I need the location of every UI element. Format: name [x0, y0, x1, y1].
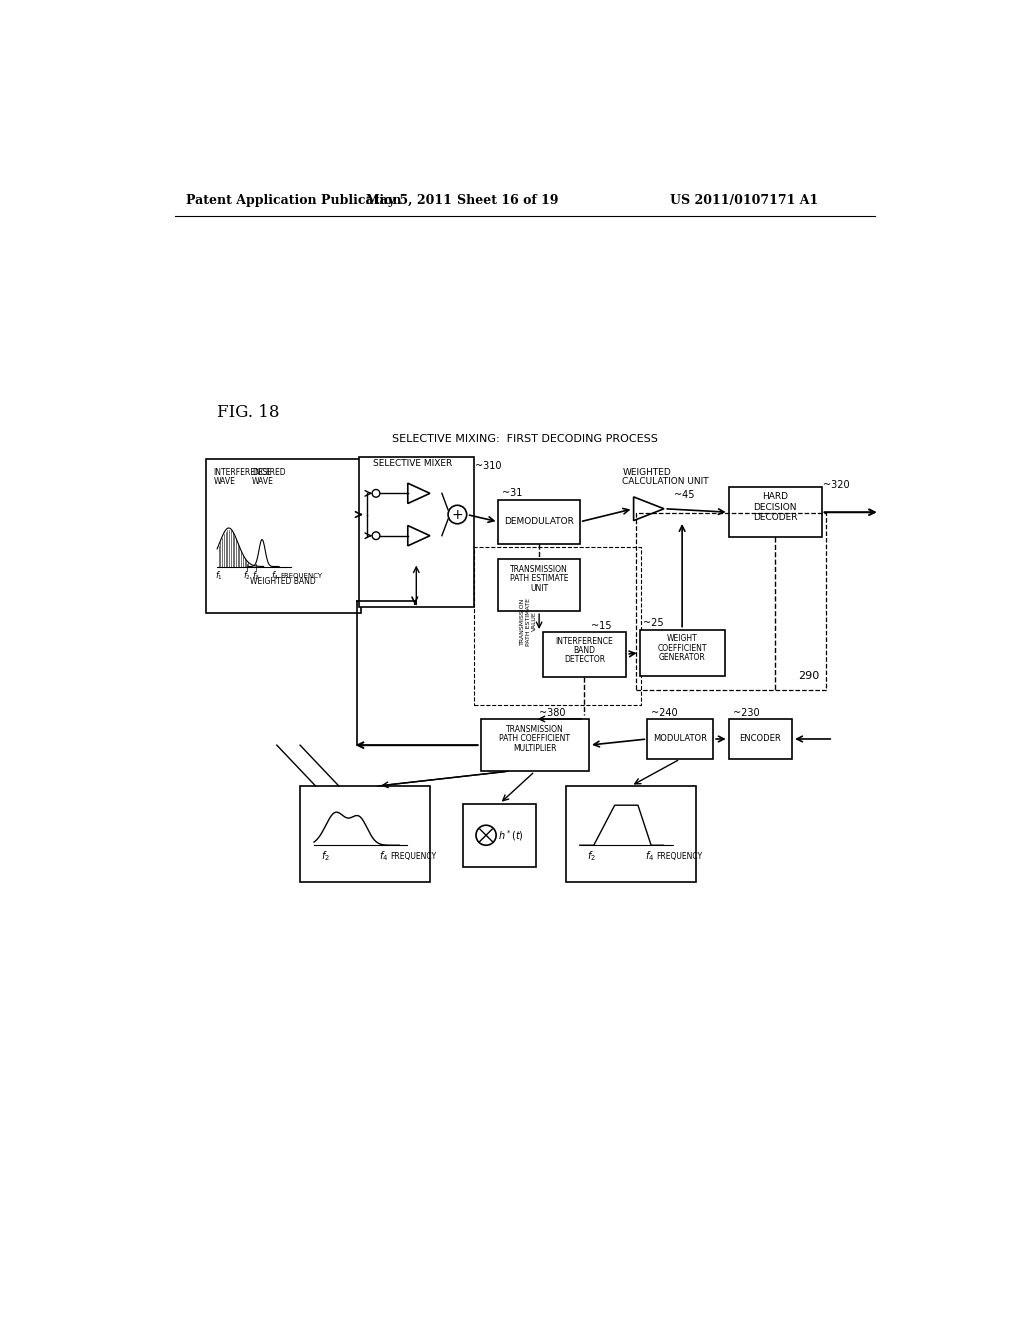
Text: FREQUENCY: FREQUENCY: [281, 573, 323, 578]
FancyBboxPatch shape: [543, 632, 627, 677]
FancyBboxPatch shape: [463, 804, 537, 867]
Text: May 5, 2011: May 5, 2011: [366, 194, 452, 207]
Text: COEFFICIENT: COEFFICIENT: [657, 644, 707, 652]
Text: TRANSMISSION: TRANSMISSION: [506, 725, 564, 734]
Text: MULTIPLIER: MULTIPLIER: [513, 743, 557, 752]
Text: TRANSMISSION: TRANSMISSION: [510, 565, 568, 574]
FancyBboxPatch shape: [300, 785, 430, 882]
Text: +: +: [452, 507, 463, 521]
Text: PATH ESTIMATE: PATH ESTIMATE: [510, 574, 568, 583]
Text: Sheet 16 of 19: Sheet 16 of 19: [457, 194, 558, 207]
Text: CALCULATION UNIT: CALCULATION UNIT: [623, 478, 709, 486]
Text: ~380: ~380: [539, 708, 565, 718]
FancyBboxPatch shape: [359, 457, 474, 607]
Text: $h^*(t)$: $h^*(t)$: [498, 828, 524, 842]
Text: Patent Application Publication: Patent Application Publication: [186, 194, 401, 207]
Text: 290: 290: [798, 671, 819, 681]
FancyBboxPatch shape: [729, 487, 821, 537]
Text: ~240: ~240: [651, 708, 678, 718]
Text: WAVE: WAVE: [213, 478, 236, 486]
Text: DEMODULATOR: DEMODULATOR: [504, 517, 574, 527]
Text: WAVE: WAVE: [252, 478, 273, 486]
Text: WEIGHTED BAND: WEIGHTED BAND: [250, 577, 315, 586]
Text: WEIGHT: WEIGHT: [667, 635, 697, 643]
FancyBboxPatch shape: [647, 719, 713, 759]
Text: ~320: ~320: [823, 480, 850, 490]
Text: ~15: ~15: [591, 620, 611, 631]
Text: FIG. 18: FIG. 18: [217, 404, 280, 421]
Text: WEIGHTED: WEIGHTED: [623, 469, 671, 477]
Text: DECODER: DECODER: [753, 513, 798, 523]
Text: ~230: ~230: [732, 708, 759, 718]
Text: PATH COEFFICIENT: PATH COEFFICIENT: [500, 734, 570, 743]
Text: ~310: ~310: [475, 462, 502, 471]
Text: BAND: BAND: [573, 645, 596, 655]
Text: HARD: HARD: [762, 492, 788, 500]
Text: UNIT: UNIT: [530, 583, 548, 593]
Text: $f_2$: $f_2$: [587, 849, 596, 863]
FancyBboxPatch shape: [729, 719, 793, 759]
Text: ~31: ~31: [503, 488, 522, 499]
Text: $f_2$: $f_2$: [243, 569, 251, 582]
Text: SELECTIVE MIXING:  FIRST DECODING PROCESS: SELECTIVE MIXING: FIRST DECODING PROCESS: [392, 434, 657, 445]
Text: FREQUENCY: FREQUENCY: [390, 851, 436, 861]
FancyBboxPatch shape: [480, 719, 589, 771]
Text: INTERFERENCE: INTERFERENCE: [213, 469, 271, 477]
Text: $f_3$: $f_3$: [252, 569, 260, 582]
Text: GENERATOR: GENERATOR: [658, 653, 706, 661]
FancyBboxPatch shape: [640, 630, 725, 676]
Text: ~25: ~25: [643, 619, 664, 628]
Text: $f_4$: $f_4$: [271, 569, 280, 582]
Text: FREQUENCY: FREQUENCY: [655, 851, 701, 861]
FancyBboxPatch shape: [499, 558, 580, 611]
Text: ENCODER: ENCODER: [739, 734, 781, 743]
Text: MODULATOR: MODULATOR: [653, 734, 708, 743]
Text: SELECTIVE MIXER: SELECTIVE MIXER: [373, 459, 453, 467]
Text: DESIRED: DESIRED: [252, 469, 286, 477]
Text: DECISION: DECISION: [754, 503, 797, 512]
FancyBboxPatch shape: [499, 499, 580, 544]
Text: US 2011/0107171 A1: US 2011/0107171 A1: [671, 194, 819, 207]
FancyBboxPatch shape: [566, 785, 696, 882]
Text: TRANSMISSION
PATH ESTIMATE
VALUE: TRANSMISSION PATH ESTIMATE VALUE: [520, 598, 537, 645]
Text: $f_2$: $f_2$: [322, 849, 330, 863]
Text: $f_4$: $f_4$: [645, 849, 654, 863]
Text: DETECTOR: DETECTOR: [564, 655, 605, 664]
FancyBboxPatch shape: [206, 459, 360, 612]
Text: INTERFERENCE: INTERFERENCE: [556, 636, 613, 645]
Text: $f_4$: $f_4$: [379, 849, 388, 863]
Text: $f_1$: $f_1$: [215, 569, 222, 582]
Text: ~45: ~45: [674, 490, 694, 500]
